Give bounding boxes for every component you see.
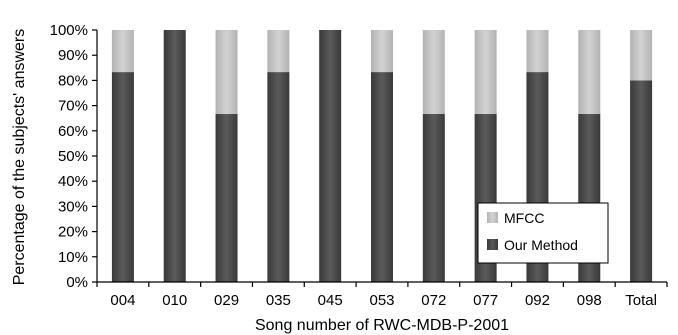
- bar-mfcc-077: [474, 30, 497, 114]
- y-tick-label: 60%: [58, 123, 88, 140]
- x-axis-label: Song number of RWC-MDB-P-2001: [255, 317, 509, 334]
- x-tick-label: 010: [162, 292, 187, 309]
- legend-box: [477, 202, 609, 264]
- bar-mfcc-004: [111, 30, 134, 73]
- y-tick-label: 20%: [58, 224, 88, 241]
- x-tick-label: 035: [266, 292, 291, 309]
- bar-mfcc-092: [526, 30, 549, 73]
- legend: MFCC Our Method: [477, 202, 609, 264]
- x-tick-label: Total: [625, 292, 657, 309]
- bar-our-method-045: [319, 30, 342, 282]
- legend-swatch-mfcc: [487, 212, 498, 223]
- x-tick-label: 053: [369, 292, 394, 309]
- y-tick-label: 30%: [58, 198, 88, 215]
- y-tick-label: 40%: [58, 173, 88, 190]
- legend-label-our-method: Our Method: [504, 237, 578, 253]
- x-axis-ticks: 004 010 029 035 045 053 072 077 092 098 Total: [96, 282, 668, 309]
- x-tick-label: 092: [525, 292, 550, 309]
- y-axis-label: Percentage of the subjects' answers: [11, 29, 28, 286]
- bar-our-method-029: [215, 113, 238, 282]
- x-tick-label: 072: [421, 292, 446, 309]
- y-tick-label: 90%: [58, 47, 88, 64]
- bar-our-method-010: [163, 30, 186, 282]
- y-tick-label: 80%: [58, 72, 88, 89]
- y-tick-label: 100%: [50, 22, 88, 39]
- bar-mfcc-098: [578, 30, 601, 114]
- x-tick-label: 077: [473, 292, 498, 309]
- bar-our-method-035: [267, 72, 290, 282]
- y-tick-label: 10%: [58, 249, 88, 266]
- y-tick-label: 70%: [58, 98, 88, 115]
- y-axis-ticks: 0% 10% 20% 30% 40% 50% 60% 70% 80% 90% 100%: [50, 22, 97, 291]
- x-tick-label: 098: [577, 292, 602, 309]
- bar-our-method-total: [630, 80, 653, 283]
- legend-label-mfcc: MFCC: [504, 210, 544, 226]
- bar-mfcc-029: [215, 30, 238, 114]
- bar-our-method-053: [371, 72, 393, 282]
- x-tick-label: 045: [318, 292, 343, 309]
- bar-our-method-072: [422, 113, 445, 282]
- x-tick-label: 004: [110, 292, 135, 309]
- bar-our-method-004: [111, 72, 134, 282]
- bar-mfcc-053: [371, 30, 393, 73]
- legend-swatch-our-method: [487, 239, 498, 250]
- bar-mfcc-total: [630, 30, 653, 81]
- x-tick-label: 029: [214, 292, 239, 309]
- y-tick-label: 50%: [58, 148, 88, 165]
- bar-mfcc-035: [267, 30, 290, 73]
- bar-mfcc-072: [422, 30, 445, 114]
- y-tick-label: 0%: [66, 274, 88, 291]
